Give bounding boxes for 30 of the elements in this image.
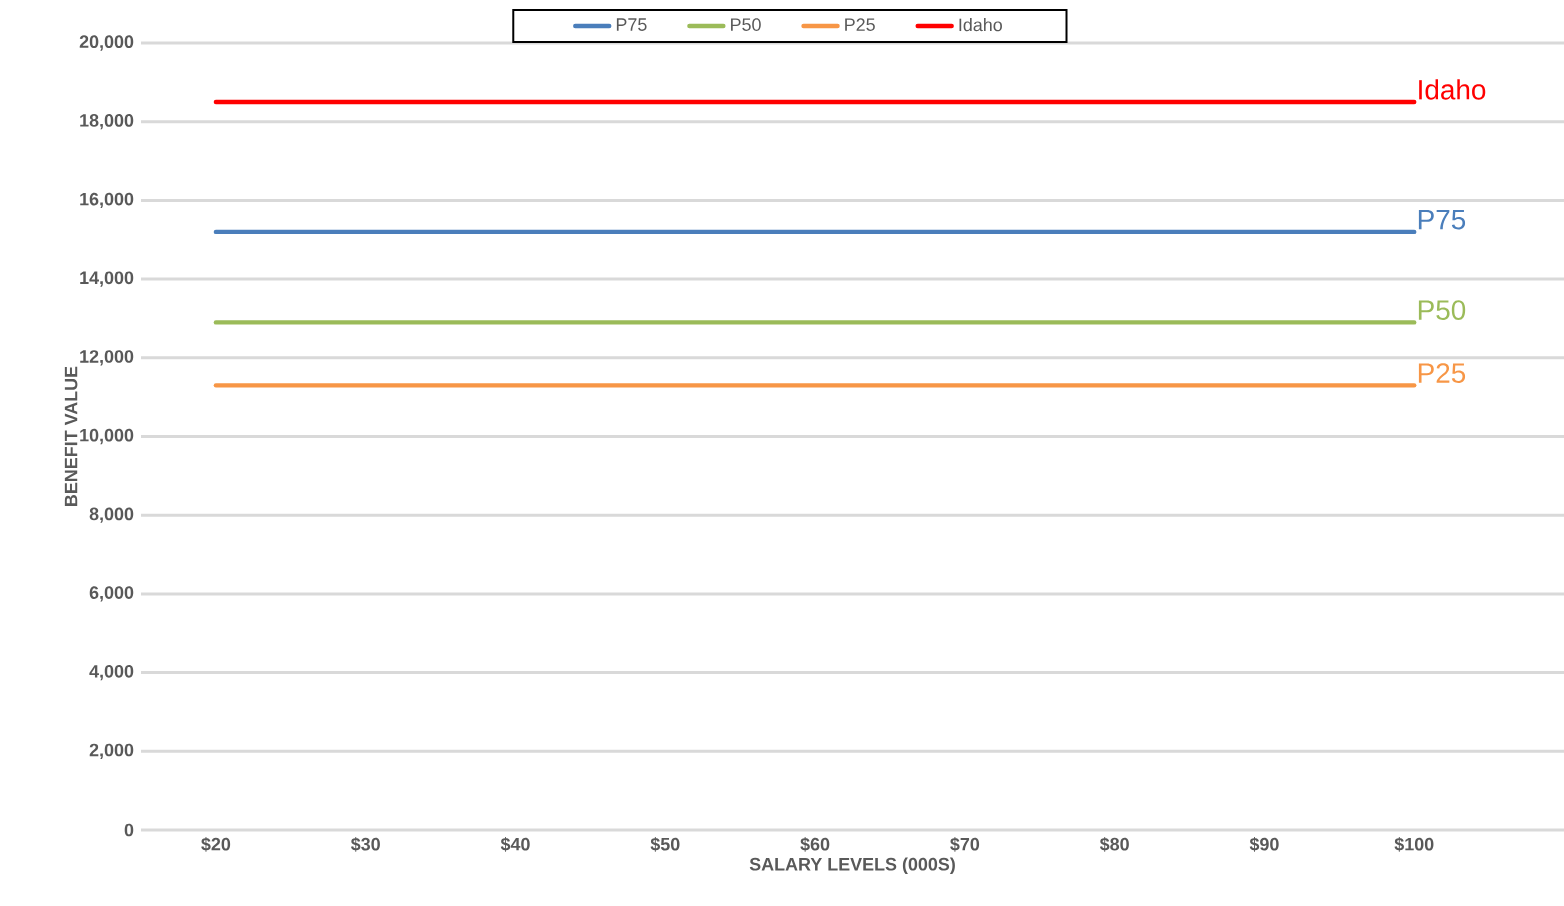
text: Idaho [1419, 79, 1486, 100]
y-tick-label: 14,000 [80, 271, 134, 287]
y-axis-title: BENEFIT VALUE [64, 366, 78, 506]
y-tick-label: 8,000 [89, 507, 134, 523]
legend-label: P50 [731, 18, 761, 31]
text: P75 [1418, 210, 1466, 230]
y-tick-label: 16,000 [80, 192, 134, 209]
x-axis-title: SALARY LEVELS (000S) [749, 857, 955, 875]
y-tick-label: 12,000 [80, 350, 134, 366]
y-tick-label: 6,000 [89, 586, 134, 602]
legend-label: P25 [845, 18, 875, 31]
text: P25 [1418, 363, 1466, 383]
text: P50 [1418, 300, 1466, 320]
y-tick-label: 2,000 [89, 743, 134, 759]
x-tick-label: $100 [1394, 837, 1434, 852]
x-tick-label: $30 [350, 837, 380, 852]
legend-label: Idaho [959, 18, 1002, 32]
y-tick-label: 4,000 [89, 664, 134, 681]
x-tick-label: $80 [1099, 837, 1129, 852]
legend-label: P75 [616, 18, 647, 31]
y-tick-label: 0 [124, 823, 134, 837]
y-tick-label: 10,000 [80, 428, 134, 445]
x-tick-label: $50 [650, 837, 680, 852]
x-tick-label: $70 [950, 837, 980, 852]
y-tick-label: 20,000 [79, 35, 134, 51]
x-tick-label: $90 [1249, 837, 1279, 852]
x-tick-label: $40 [500, 837, 530, 852]
y-tick-label: 18,000 [80, 114, 134, 130]
x-tick-label: $60 [800, 837, 830, 852]
x-tick-label: $20 [201, 837, 231, 852]
